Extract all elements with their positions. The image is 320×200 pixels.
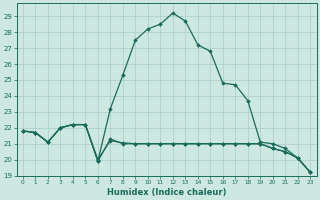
- X-axis label: Humidex (Indice chaleur): Humidex (Indice chaleur): [107, 188, 226, 197]
